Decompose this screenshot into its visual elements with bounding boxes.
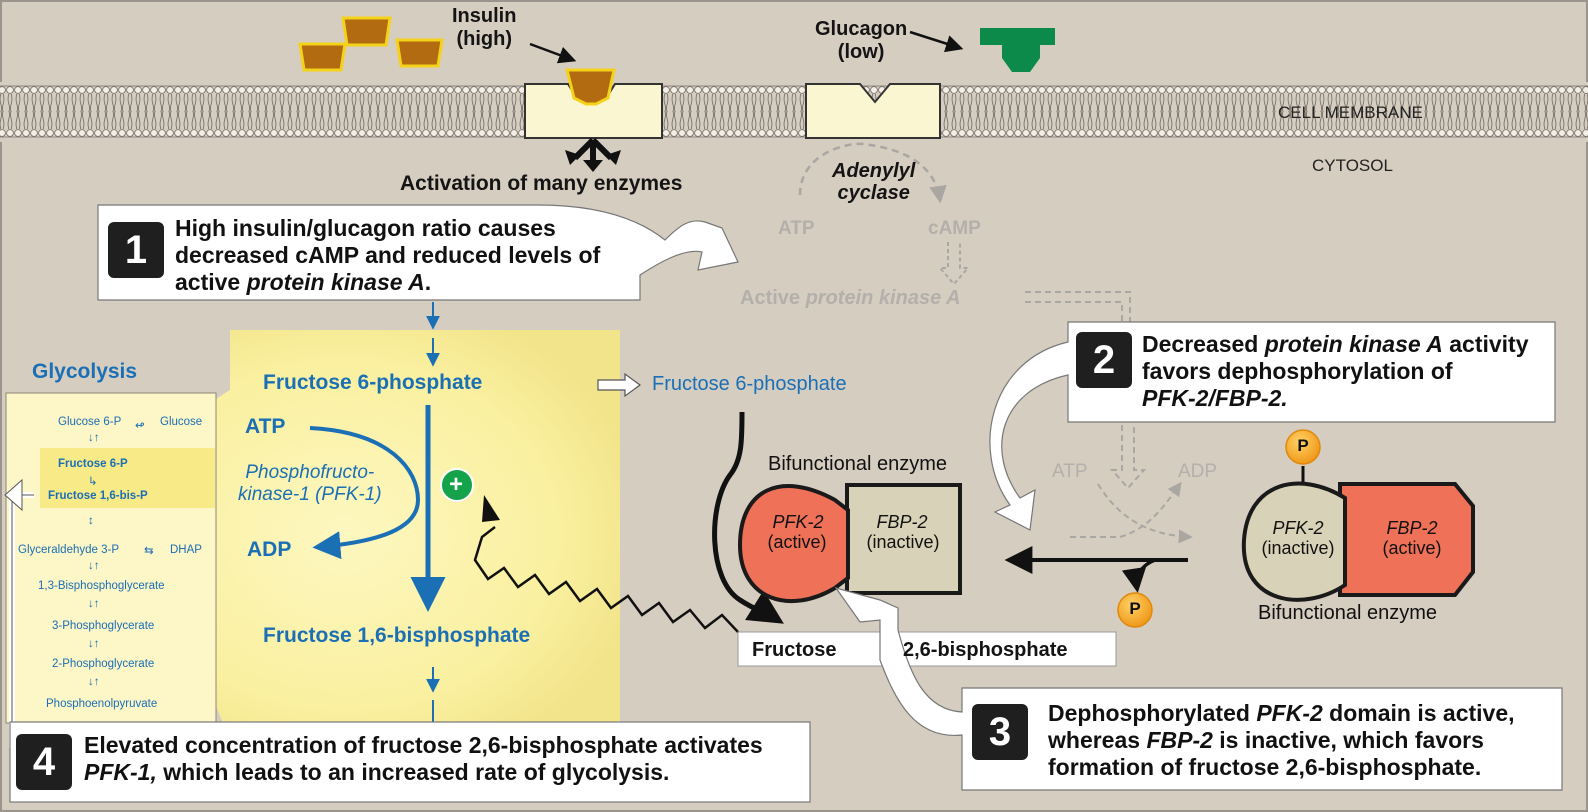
phosphate-ball-released xyxy=(1117,592,1153,628)
cell-membrane-label: CELL MEMBRANE xyxy=(1278,103,1423,122)
f6p-right-label: Fructose 6-phosphate xyxy=(652,373,847,395)
camp-to-pka-arrow xyxy=(937,242,971,286)
gly-13bpg: 1,3-Bisphosphoglycerate xyxy=(38,580,165,592)
gly-eq-arrow: ⇆ xyxy=(144,545,154,557)
active-pka-label: Active protein kinase A xyxy=(740,287,961,309)
enzyme-phosphate-label: P xyxy=(1297,436,1309,455)
gly-pep: Phosphoenolpyruvate xyxy=(46,698,158,710)
gly-dhap: DHAP xyxy=(170,544,202,556)
right-pfk2-state: (inactive) xyxy=(1261,538,1335,558)
adp-label: ADP xyxy=(247,538,292,561)
right-bifunctional-enzyme xyxy=(1241,466,1475,602)
cytosol-label: CYTOSOL xyxy=(1312,156,1393,175)
callout-1-text: High insulin/glucagon ratio causes decre… xyxy=(175,215,601,295)
gly-glucose: Glucose xyxy=(160,416,203,428)
gly-hook-arrow: ↳ xyxy=(88,476,98,488)
f26bp-label-a: Fructose xyxy=(752,639,837,661)
f6p-label: Fructose 6-phosphate xyxy=(263,371,483,394)
gly-g6p: Glucose 6-P xyxy=(58,416,122,428)
gly-f16bp: Fructose 1,6-bis-P xyxy=(48,490,148,502)
left-pfk2-state: (active) xyxy=(767,532,827,552)
gly-arrow-5: ↓↑ xyxy=(88,638,100,650)
zigzag-arrowhead xyxy=(482,495,500,522)
right-enzyme-title: Bifunctional enzyme xyxy=(1258,602,1437,624)
f16bp-label: Fructose 1,6-bisphosphate xyxy=(263,624,531,647)
pka-down-arrow xyxy=(1109,425,1147,490)
glucagon-molecule xyxy=(980,28,1055,72)
gly-3pg: 3-Phosphoglycerate xyxy=(52,620,155,632)
callout-2-text: Decreased protein kinase A activity favo… xyxy=(1142,331,1529,411)
camp-label: cAMP xyxy=(928,218,981,239)
insulin-arrow xyxy=(529,42,577,64)
glycolysis-box xyxy=(5,392,217,724)
gly-arrow-2: ↕ xyxy=(88,515,94,527)
gly-g3p: Glyceraldehyde 3-P xyxy=(18,544,119,556)
insulin-molecules xyxy=(298,16,616,106)
glycolysis-box-highlight xyxy=(40,448,215,508)
activation-arrows xyxy=(572,137,614,162)
f26bp-label-b: 2,6-bisphosphate xyxy=(903,639,1068,661)
callout-4-box xyxy=(9,721,811,803)
left-bifunctional-enzyme xyxy=(737,483,962,604)
callout-4-text: Elevated concentration of fructose 2,6-b… xyxy=(84,732,763,785)
insulin-label: Insulin (high) xyxy=(452,5,517,50)
glucagon-arrow xyxy=(909,30,964,53)
gly-curve-arrow: ↫ xyxy=(135,420,145,432)
gly-arrow-3: ↓↑ xyxy=(88,560,100,572)
right-pfk2-label: PFK-2 xyxy=(1272,518,1324,538)
step-2-badge: 2 xyxy=(1076,332,1132,388)
left-fbp2-state: (inactive) xyxy=(866,532,940,552)
step-4-badge: 4 xyxy=(16,734,72,790)
phosphate-release-arrow xyxy=(1121,558,1156,593)
adenylyl-cyclase-arrow xyxy=(798,142,947,204)
atp-label: ATP xyxy=(245,415,286,438)
gly-arrow-6: ↓↑ xyxy=(88,676,100,688)
f26bp-label-box xyxy=(737,631,1117,667)
gly-arrow-4: ↓↑ xyxy=(88,598,100,610)
pfk1-label: Phosphofructo- kinase-1 (PFK-1) xyxy=(238,462,382,505)
f6p-transfer-arrow xyxy=(597,372,642,398)
middle-atp-label: ATP xyxy=(1052,461,1088,482)
glycolysis-highlight xyxy=(120,330,620,740)
left-pfk2-label: PFK-2 xyxy=(772,512,824,532)
right-fbp2-label: FBP-2 xyxy=(1386,518,1438,538)
adenylyl-cyclase-label: Adenylyl cyclase xyxy=(832,160,916,204)
callout-1-box xyxy=(97,204,739,301)
glucagon-receptor xyxy=(805,83,941,139)
adp-release-arrow xyxy=(1070,481,1182,538)
middle-adp-label: ADP xyxy=(1178,461,1218,482)
callout-3-text: Dephosphorylated PFK-2 domain is active,… xyxy=(1048,700,1515,780)
atp-adp-arrow xyxy=(309,426,421,560)
left-fbp2-label: FBP-2 xyxy=(876,512,928,532)
glycolysis-title: Glycolysis xyxy=(32,360,138,383)
left-enzyme-title: Bifunctional enzyme xyxy=(768,453,947,475)
glucagon-label: Glucagon (low) xyxy=(815,18,908,63)
gly-f6p: Fructose 6-P xyxy=(58,458,128,470)
released-phosphate-label: P xyxy=(1129,599,1141,618)
f6p-to-f26bp-arrow xyxy=(712,411,784,624)
activation-plus-circle xyxy=(440,468,474,502)
gly-arrow-1: ↓↑ xyxy=(88,432,100,444)
activation-arrowheads xyxy=(565,150,621,172)
gly-2pg: 2-Phosphoglycerate xyxy=(52,658,155,670)
phosphate-ball-enzyme xyxy=(1285,429,1321,465)
atp-membrane-label: ATP xyxy=(778,218,815,239)
pka-connector xyxy=(1025,291,1131,330)
step-3-badge: 3 xyxy=(972,704,1028,760)
plus-sign: + xyxy=(449,471,464,498)
step-1-badge: 1 xyxy=(108,222,164,278)
activation-label: Activation of many enzymes xyxy=(400,172,683,195)
atp-consume-arrow xyxy=(1097,483,1193,544)
f26bp-activation-zigzag xyxy=(473,526,739,633)
right-fbp2-state: (active) xyxy=(1382,538,1442,558)
